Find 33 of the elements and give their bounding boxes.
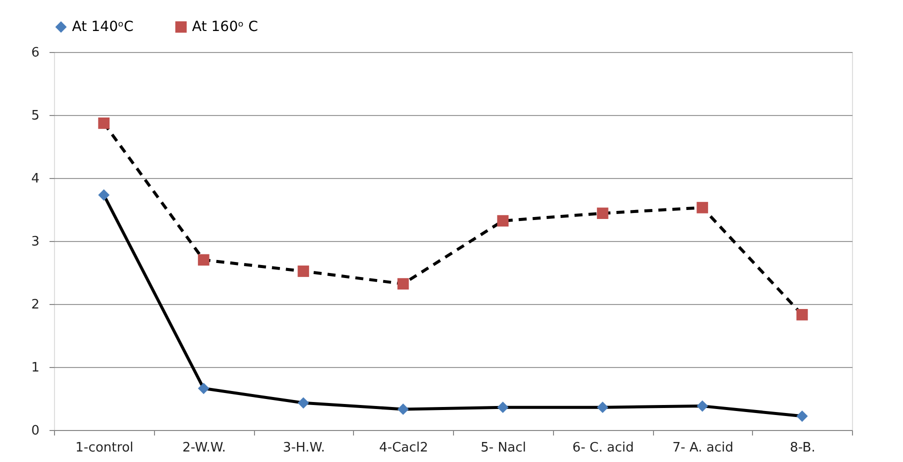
legend-label: At 140ᵒC [72,19,134,35]
point [397,404,409,415]
x-tick-label: 4-Cacl2 [379,440,428,456]
y-tick-label: 5 [31,108,40,124]
point [596,402,608,414]
y-tick-label: 2 [31,298,40,312]
point [98,189,110,201]
point [298,397,310,409]
point [796,410,808,422]
y-tick-label: 6 [31,46,40,60]
point [497,215,509,227]
y-tick-label: 3 [31,234,40,250]
point [497,402,509,414]
point [596,208,608,219]
point [198,382,210,394]
y-tick-label: 0 [31,424,40,438]
x-tick-label: 7- A. acid [672,440,734,456]
point [696,202,708,214]
x-tick-label: 1-control [75,440,134,456]
point [198,254,210,266]
x-tick-label: 8-B. [790,440,816,456]
y-tick-label: 4 [31,172,40,186]
x-tick-label: 2-W.W. [182,440,226,456]
point [696,400,708,412]
point [298,266,310,277]
y-tick-label: 1 [31,360,40,376]
legend-label: At 160ᵒ C [192,19,258,35]
point [98,117,110,129]
x-tick-label: 3-H.W. [282,440,325,456]
point [796,309,808,320]
x-tick-label: 6- C. acid [572,440,634,456]
point [397,278,409,290]
x-tick-label: 5- Nacl [480,440,526,456]
